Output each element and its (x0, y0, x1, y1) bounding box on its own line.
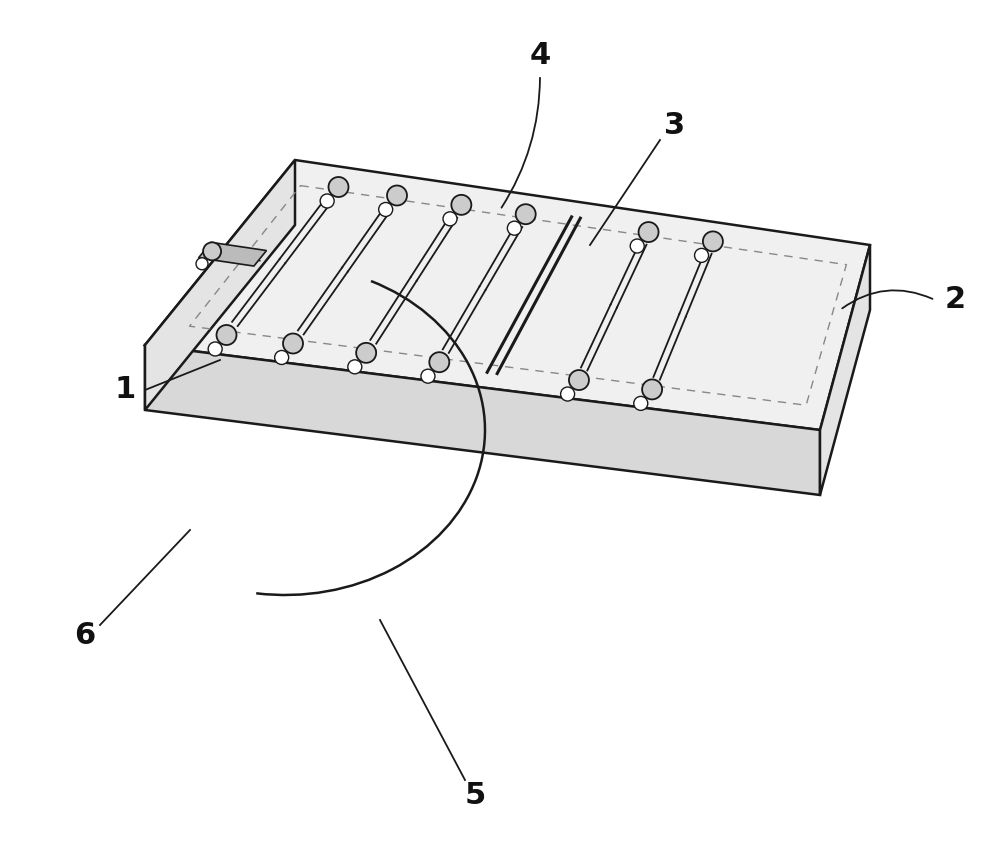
Polygon shape (145, 160, 295, 410)
Circle shape (634, 397, 648, 410)
Circle shape (216, 325, 237, 345)
Circle shape (639, 222, 659, 242)
Text: 2: 2 (944, 285, 966, 314)
Circle shape (451, 195, 471, 215)
Circle shape (630, 239, 644, 253)
Circle shape (516, 204, 536, 224)
Circle shape (561, 387, 575, 401)
Circle shape (507, 221, 521, 235)
Circle shape (387, 186, 407, 206)
Text: 3: 3 (664, 111, 686, 139)
Circle shape (356, 343, 376, 363)
Circle shape (203, 242, 221, 260)
Circle shape (275, 351, 289, 365)
Circle shape (443, 212, 457, 226)
Circle shape (196, 257, 208, 270)
Circle shape (379, 202, 393, 217)
Circle shape (283, 334, 303, 353)
Polygon shape (145, 345, 820, 495)
Circle shape (569, 370, 589, 390)
Polygon shape (145, 160, 870, 430)
Text: 6: 6 (74, 620, 96, 650)
Text: 5: 5 (464, 780, 486, 810)
Text: 1: 1 (114, 376, 136, 404)
Circle shape (348, 359, 362, 374)
Circle shape (429, 353, 449, 372)
Circle shape (421, 369, 435, 383)
Circle shape (703, 232, 723, 251)
Circle shape (320, 194, 334, 208)
Circle shape (208, 342, 222, 356)
Text: 4: 4 (529, 41, 551, 69)
Polygon shape (820, 245, 870, 495)
Circle shape (642, 379, 662, 399)
Polygon shape (199, 242, 266, 266)
Circle shape (328, 177, 349, 197)
Circle shape (695, 248, 709, 263)
